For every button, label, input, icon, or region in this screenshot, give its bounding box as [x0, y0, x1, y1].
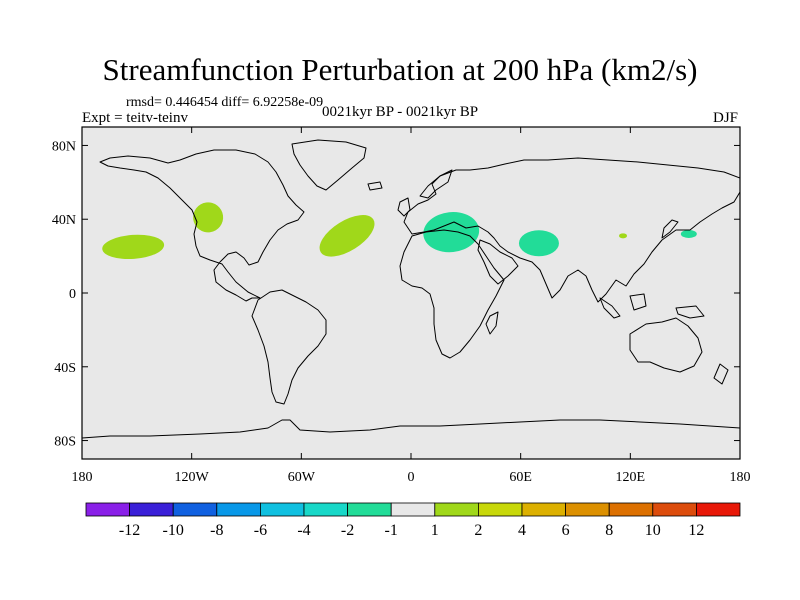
colorbar-label: -4	[297, 522, 310, 539]
anomaly-north-africa-mediterranean	[423, 212, 480, 253]
coast-eurasia	[403, 157, 740, 303]
lat-tick-label: 0	[69, 287, 76, 302]
coast-scandinavia	[419, 169, 453, 199]
colorbar-label: 6	[562, 522, 570, 539]
colorbar-label: -12	[119, 522, 140, 539]
lon-tick-label: 120W	[175, 470, 210, 485]
coast-australia	[629, 317, 703, 373]
coast-sumatra	[599, 297, 621, 319]
colorbar-label: 1	[431, 522, 439, 539]
stats-line: rmsd= 0.446454 diff= 6.92258e-09	[126, 95, 324, 110]
lon-tick-label: 120E	[616, 470, 646, 485]
coast-japan	[661, 219, 679, 239]
lon-tick-label: 60E	[509, 470, 532, 485]
colorbar-swatch	[565, 502, 610, 517]
colorbar-swatch	[303, 502, 348, 517]
colorbar-label: 12	[688, 522, 704, 539]
colorbar-label: 4	[518, 522, 526, 539]
coast-antarctica	[82, 419, 740, 459]
coast-iceland	[367, 181, 383, 191]
axis-ticks: 80N 40N 0 40S 80S 180 120W 60W 0 60E 120E 180	[52, 127, 751, 485]
colorbar-swatch	[259, 502, 305, 517]
anomaly-north-pacific	[102, 234, 165, 260]
period-label: 0021kyr BP - 0021kyr BP	[321, 104, 479, 120]
lon-tick-label: 180	[72, 470, 93, 485]
colorbar-swatch	[608, 502, 654, 517]
coast-north-america	[99, 149, 305, 302]
coast-new-zealand	[713, 363, 729, 385]
lon-tick-label: 60W	[288, 470, 316, 485]
anomaly-east-china	[619, 233, 628, 239]
plot-title: Streamfunction Perturbation at 200 hPa (…	[102, 52, 698, 87]
colorbar-swatch	[347, 502, 392, 517]
colorbar-swatch	[521, 502, 566, 517]
colorbar-label: -2	[341, 522, 354, 539]
colorbar: -12 -10 -8 -6 -4 -2 -1 1 2 4 6 8 10 12	[85, 502, 741, 539]
colorbar-swatch	[696, 502, 741, 517]
lat-tick-label: 80N	[52, 139, 76, 154]
lon-tick-label: 0	[408, 470, 415, 485]
colorbar-label: -6	[254, 522, 267, 539]
colorbar-label: -8	[210, 522, 223, 539]
map-background	[82, 127, 740, 459]
coast-borneo	[629, 293, 647, 311]
colorbar-swatch	[390, 502, 436, 517]
coast-britain	[397, 197, 411, 217]
coast-africa	[399, 229, 505, 359]
coast-madagascar	[485, 311, 499, 335]
colorbar-label: 2	[474, 522, 482, 539]
colorbar-swatch	[85, 502, 130, 517]
coast-new-guinea	[675, 305, 705, 319]
anomaly-western-north-america	[193, 202, 224, 233]
coast-arabia	[477, 239, 519, 285]
colorbar-swatch	[172, 502, 218, 517]
colorbar-swatch	[434, 502, 479, 517]
anomaly-north-west-pacific	[680, 229, 697, 238]
colorbar-label: 8	[605, 522, 613, 539]
lat-tick-label: 40S	[54, 361, 76, 376]
coast-south-america	[251, 289, 327, 405]
coastlines	[82, 139, 740, 459]
lon-tick-label: 180	[730, 470, 751, 485]
experiment-label: Expt = teitv-teinv	[82, 110, 188, 126]
colorbar-label: -10	[163, 522, 184, 539]
coast-greenland	[291, 139, 367, 191]
lat-tick-label: 40N	[52, 213, 76, 228]
colorbar-swatch	[652, 502, 697, 517]
colorbar-swatch	[477, 502, 523, 517]
season-label: DJF	[712, 110, 738, 126]
colorbar-label: 10	[645, 522, 661, 539]
anomaly-north-atlantic	[319, 215, 375, 257]
anomaly-layer	[102, 202, 697, 260]
lat-tick-label: 80S	[54, 435, 76, 450]
colorbar-swatch	[216, 502, 261, 517]
anomaly-arabian-sea-india	[518, 230, 559, 257]
colorbar-swatch	[129, 502, 174, 517]
colorbar-label: -1	[385, 522, 398, 539]
